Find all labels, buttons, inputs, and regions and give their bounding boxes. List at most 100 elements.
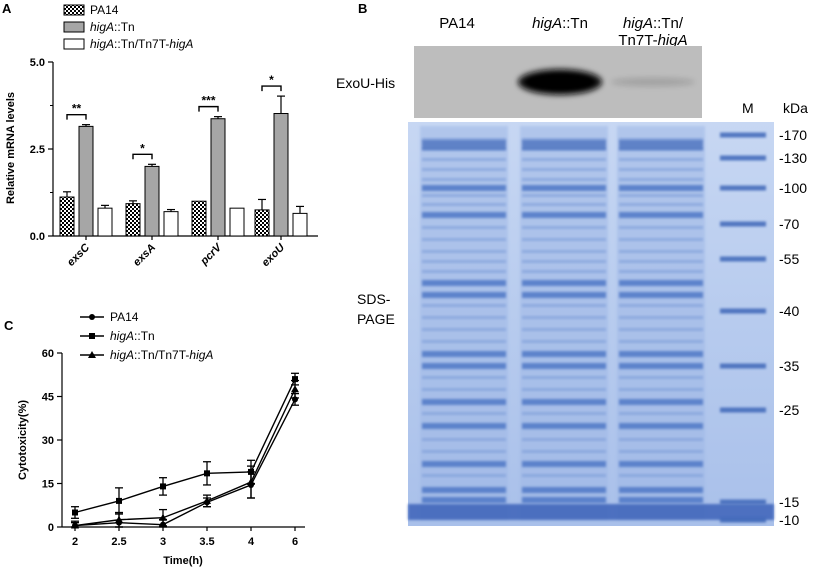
gel-band	[619, 450, 703, 453]
gel-band	[522, 363, 606, 369]
legend-text: PA14	[110, 310, 139, 324]
gel-band	[522, 351, 606, 357]
lane-header-text: Tn7T-	[618, 32, 657, 49]
western-label: ExoU-His	[336, 75, 395, 91]
gel-band	[619, 226, 703, 229]
panel-c-ytick-label: 15	[42, 479, 54, 491]
marker-ladder-band	[720, 256, 766, 262]
gel-band	[619, 363, 703, 369]
legend-text: PA14	[90, 3, 119, 17]
panel-a-significance-label: *	[140, 141, 145, 155]
gel-band-top	[619, 140, 703, 150]
gel-band	[522, 399, 606, 405]
gel-band	[522, 158, 606, 161]
gel-band	[619, 316, 703, 319]
panel-c-legend-label: higA::Tn/Tn7T-higA	[110, 348, 213, 362]
gel-band	[422, 316, 506, 319]
panel-a-legend-label: higA::Tn	[90, 20, 135, 34]
legend-text: ::Tn	[114, 20, 135, 34]
gel-band	[422, 399, 506, 405]
panel-a-significance-label: ***	[201, 94, 215, 108]
panel-a-bar	[144, 165, 160, 237]
marker-kda-label: -55	[779, 251, 799, 267]
gel-bands	[408, 126, 774, 520]
panel-c-series-line	[74, 399, 296, 527]
gel-band	[422, 203, 506, 206]
panel-c-axes: 0 15 30 45 60 2 2.5 3 3.5 4 6	[42, 348, 305, 548]
panel-c-legend-label: PA14	[110, 310, 139, 324]
gel-band	[522, 185, 606, 191]
panel-c-letter: C	[4, 318, 14, 333]
legend-text-italic: higA	[169, 37, 193, 51]
gel-band	[619, 351, 703, 357]
gel-band	[522, 138, 606, 141]
marker-kda-label: -170	[779, 127, 807, 143]
panel-a-bar	[125, 203, 141, 237]
panel-a-bars	[59, 95, 308, 237]
lane-header-text: PA14	[439, 15, 475, 32]
sds-page-label-line2: PAGE	[357, 311, 395, 327]
panel-c-marker-square	[89, 333, 95, 339]
panel-b-letter: B	[358, 1, 367, 16]
gel-band	[619, 185, 703, 191]
gel-band	[619, 487, 703, 493]
marker-ladder-band	[720, 185, 766, 191]
gel-band	[422, 388, 506, 391]
gel-band	[422, 226, 506, 229]
gel-band	[522, 376, 606, 379]
marker-ladder-band	[720, 517, 766, 523]
legend-text: ::Tn/Tn7T-	[114, 37, 169, 51]
panel-c-marker-square	[72, 509, 78, 516]
panel-c-series	[71, 372, 299, 529]
panel-a-bar	[210, 118, 226, 237]
gel-band	[619, 423, 703, 429]
western-bands	[518, 69, 695, 95]
panel-c-xtick-label: 3	[160, 536, 166, 548]
panel-c-marker-square	[160, 483, 166, 490]
panel-a-bar	[97, 207, 113, 237]
gel-band	[422, 280, 506, 286]
panel-a-ylabel: Relative mRNA levels	[5, 92, 17, 204]
legend-text-italic: higA	[110, 348, 134, 362]
gel-band	[522, 412, 606, 415]
molecular-weight-markers: -170 -130 -100 -70 -55 -40 -35 -25 -15 -10	[720, 127, 807, 528]
gel-band	[522, 203, 606, 206]
gel-lane	[617, 126, 705, 520]
legend-text: ::Tn/Tn7T-	[134, 348, 189, 362]
gel-band	[422, 260, 506, 263]
panel-c-marker-triangle	[291, 385, 299, 393]
lane-header-line1: higA::Tn	[532, 15, 588, 32]
gel-band	[619, 292, 703, 298]
panel-c-ytick-label: 45	[42, 392, 54, 404]
gel-band	[619, 158, 703, 161]
panel-a-ytick-label: 5.0	[30, 57, 45, 69]
gel-band	[619, 304, 703, 307]
panel-c-marker-triangle	[71, 521, 79, 529]
marker-ladder-band	[720, 363, 766, 369]
gel-band	[619, 238, 703, 241]
marker-kda-label: -100	[779, 180, 807, 196]
gel-band	[422, 304, 506, 307]
lane-header-italic: higA	[532, 15, 562, 32]
lane-header-line1: higA::Tn/	[623, 15, 684, 32]
lane-header-italic: higA	[623, 15, 653, 32]
gel-band	[422, 270, 506, 273]
legend-text: ::Tn	[134, 329, 155, 343]
marker-kda-label: -70	[779, 216, 799, 232]
panel-a-significance-label: **	[72, 102, 82, 116]
gel-band	[422, 212, 506, 218]
legend-text-italic: higA	[110, 329, 134, 343]
panel-a-bar	[78, 125, 94, 237]
legend-text-italic: higA	[90, 37, 114, 51]
gel-band	[619, 376, 703, 379]
gel-band	[522, 461, 606, 467]
panel-a-category-label: exsA	[131, 242, 158, 269]
panel-c-marker-triangle	[88, 351, 96, 358]
gel-band	[619, 328, 703, 331]
gel-band	[522, 238, 606, 241]
gel-band	[619, 168, 703, 171]
gel-band	[522, 226, 606, 229]
gel-band	[522, 328, 606, 331]
panel-a-category-label: pcrV	[198, 240, 226, 268]
